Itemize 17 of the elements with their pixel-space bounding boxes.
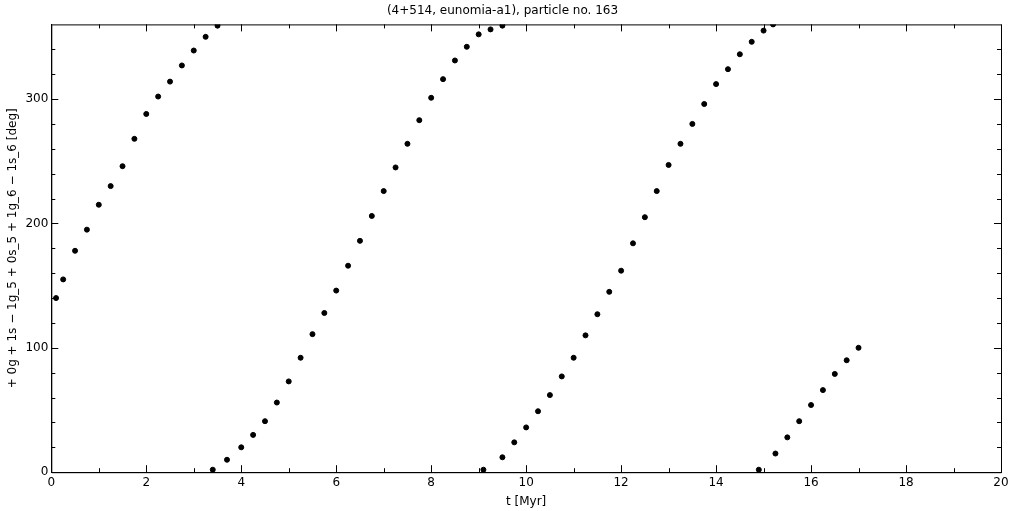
x-tick-label: 18 [898,474,914,489]
y-tick-label: 300 [25,91,49,106]
x-tick-label: 16 [803,474,819,489]
x-tick-label: 6 [332,474,341,489]
y-tick-label: 200 [25,215,49,230]
x-tick-label: 14 [708,474,724,489]
x-axis-title: t [Myr] [506,493,547,508]
x-tick-label: 10 [518,474,534,489]
y-tick-label: 100 [25,339,49,354]
x-tick-label: 4 [237,474,246,489]
x-tick-label: 2 [142,474,151,489]
x-tick-label: 20 [993,474,1009,489]
y-tick-label: 0 [40,464,49,479]
chart-title: (4+514, eunomia-a1), particle no. 163 [386,3,619,18]
x-tick-label: 12 [613,474,629,489]
x-tick-label: 8 [427,474,435,489]
y-axis-title: + 0g + 1s − 1g_5 + 0s_5 + 1g_6 − 1s_6 [deg] [5,108,20,389]
